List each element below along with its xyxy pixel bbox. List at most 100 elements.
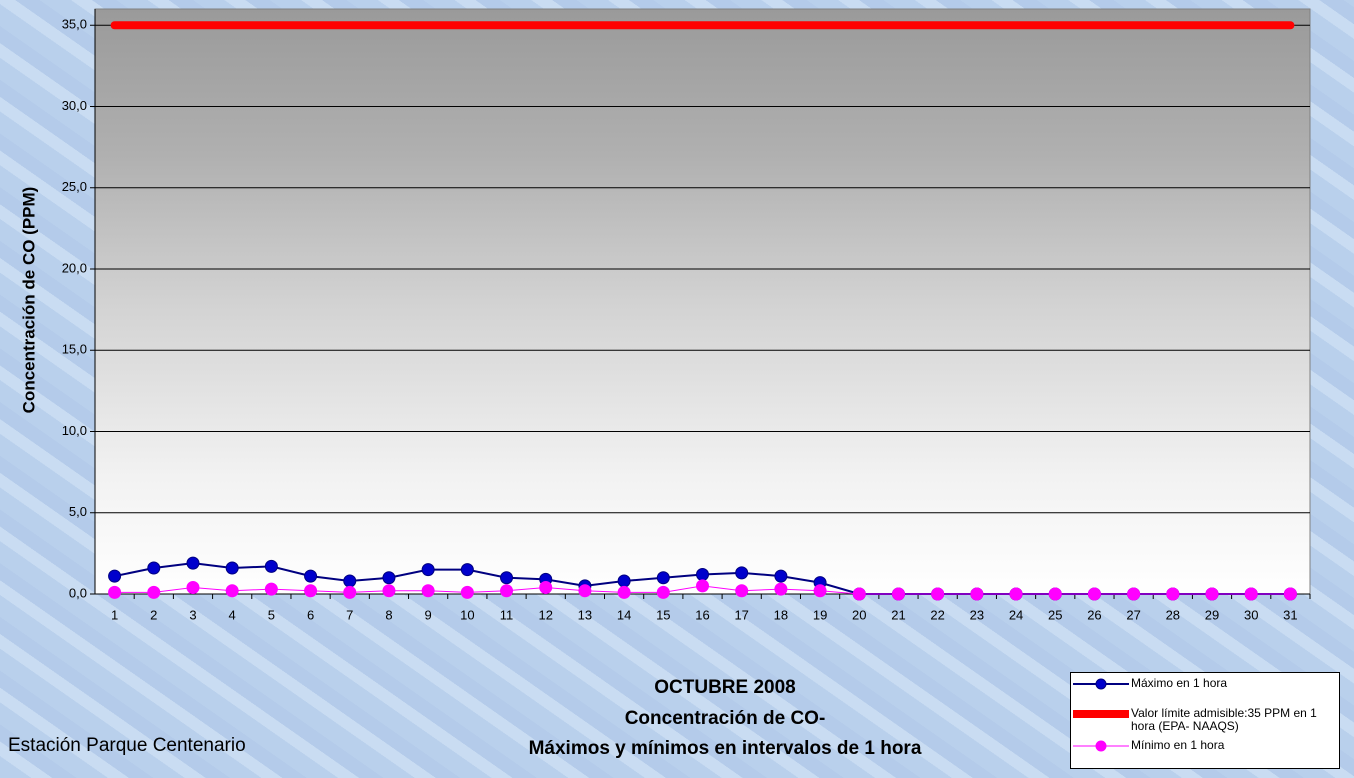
legend-item: Mínimo en 1 hora: [1071, 739, 1331, 753]
point: [656, 585, 670, 599]
x-tick-label: 5: [268, 607, 275, 622]
x-tick-label: 2: [150, 607, 157, 622]
x-tick-label: 12: [538, 607, 552, 622]
point: [813, 584, 827, 598]
point: [891, 587, 905, 601]
x-tick-label: 9: [425, 607, 432, 622]
x-tick-label: 28: [1166, 607, 1180, 622]
point: [343, 574, 357, 588]
y-axis-label: Concentración de CO (PPM): [19, 187, 38, 414]
point: [225, 561, 239, 575]
title-line: Máximos y mínimos en intervalos de 1 hor…: [529, 738, 922, 759]
legend-swatch: [1073, 710, 1129, 718]
legend-swatch: [1073, 678, 1129, 690]
x-tick-label: 6: [307, 607, 314, 622]
y-tick-label: 25,0: [62, 179, 87, 194]
legend-label: Valor límite admisible:35 PPM en 1 hora …: [1131, 706, 1317, 733]
point: [1283, 587, 1297, 601]
point: [1009, 587, 1023, 601]
x-tick-label: 13: [578, 607, 592, 622]
point: [696, 568, 709, 581]
point: [500, 571, 514, 585]
title-line: Concentración de CO-: [625, 708, 826, 729]
point: [421, 563, 435, 577]
point: [539, 581, 553, 594]
point: [1205, 587, 1219, 601]
y-tick-label: 10,0: [62, 423, 87, 438]
y-tick-label: 35,0: [62, 17, 87, 32]
point: [774, 569, 788, 583]
point: [500, 584, 514, 598]
point: [264, 559, 278, 573]
legend: Máximo en 1 hora Valor límite admisible:3…: [1070, 672, 1340, 769]
title-line: OCTUBRE 2008: [654, 677, 796, 698]
x-tick-label: 26: [1087, 607, 1101, 622]
point: [656, 571, 670, 585]
x-tick-label: 17: [734, 607, 748, 622]
point: [617, 585, 631, 599]
legend-marker: [1095, 678, 1107, 690]
point: [108, 569, 122, 583]
point: [147, 585, 161, 599]
point: [343, 585, 357, 599]
point: [304, 569, 318, 583]
y-tick-label: 5,0: [69, 504, 87, 519]
point: [617, 574, 631, 588]
x-tick-label: 30: [1244, 607, 1258, 622]
point: [970, 587, 984, 601]
point: [852, 587, 866, 601]
point: [774, 582, 788, 596]
point: [735, 566, 749, 580]
x-tick-label: 16: [695, 607, 709, 622]
point: [304, 584, 318, 598]
x-tick-label: 3: [189, 607, 196, 622]
legend-item: Valor límite admisible:35 PPM en 1 hora …: [1071, 707, 1331, 733]
point: [264, 582, 278, 596]
point: [225, 584, 239, 598]
x-tick-label: 18: [774, 607, 788, 622]
point: [735, 584, 749, 598]
x-tick-label: 8: [385, 607, 392, 622]
x-tick-label: 4: [229, 607, 236, 622]
x-tick-label: 23: [970, 607, 984, 622]
y-tick-label: 15,0: [62, 342, 87, 357]
point: [460, 585, 474, 599]
x-tick-label: 29: [1205, 607, 1219, 622]
x-tick-label: 11: [500, 607, 514, 622]
x-tick-label: 31: [1283, 607, 1297, 622]
point: [108, 585, 122, 599]
x-tick-label: 24: [1009, 607, 1023, 622]
y-tick-label: 30,0: [62, 98, 87, 113]
x-tick-label: 27: [1126, 607, 1140, 622]
x-tick-label: 15: [656, 607, 670, 622]
point: [1127, 587, 1141, 601]
station-note: Estación Parque Centenario: [8, 735, 246, 756]
y-tick-label: 0,0: [69, 585, 87, 600]
point: [1048, 587, 1062, 601]
x-tick-label: 21: [891, 607, 905, 622]
point: [1166, 587, 1180, 601]
point: [382, 584, 396, 598]
point: [1244, 587, 1258, 601]
x-tick-label: 22: [930, 607, 944, 622]
x-tick-label: 1: [111, 607, 118, 622]
legend-marker: [1095, 740, 1107, 752]
x-tick-label: 10: [460, 607, 474, 622]
point: [421, 584, 435, 598]
legend-item: Máximo en 1 hora: [1071, 677, 1331, 691]
legend-label: Mínimo en 1 hora: [1131, 738, 1225, 752]
point: [147, 561, 161, 575]
x-tick-label: 7: [346, 607, 353, 622]
point: [460, 563, 474, 577]
point: [186, 556, 200, 570]
point: [382, 571, 396, 585]
point: [696, 579, 709, 593]
point: [578, 584, 592, 598]
point: [1087, 587, 1101, 601]
x-tick-label: 25: [1048, 607, 1062, 622]
point: [931, 587, 945, 601]
x-tick-label: 19: [813, 607, 827, 622]
legend-swatch: [1073, 740, 1129, 752]
